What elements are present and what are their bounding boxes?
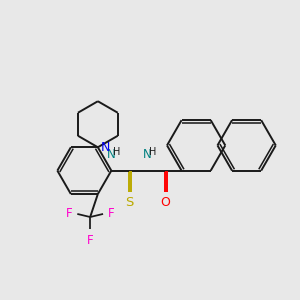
Text: N: N: [107, 148, 116, 161]
Text: F: F: [66, 207, 72, 220]
Text: N: N: [100, 141, 110, 154]
Text: H: H: [149, 146, 156, 157]
Text: O: O: [160, 196, 170, 209]
Text: N: N: [142, 148, 151, 161]
Text: H: H: [113, 146, 121, 157]
Text: F: F: [108, 207, 115, 220]
Text: F: F: [87, 235, 94, 248]
Text: S: S: [125, 196, 134, 209]
